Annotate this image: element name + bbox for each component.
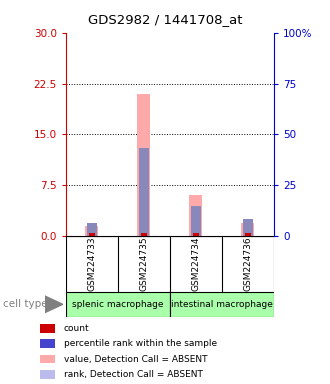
Bar [87,223,97,236]
Text: count: count [64,324,89,333]
Text: GSM224734: GSM224734 [191,237,200,291]
Text: cell type: cell type [3,299,48,310]
Bar [138,94,150,236]
Text: GDS2982 / 1441708_at: GDS2982 / 1441708_at [88,13,242,26]
Text: GSM224736: GSM224736 [244,237,252,291]
Bar [139,148,148,236]
Bar [243,219,252,236]
Bar [66,292,170,317]
Bar [141,233,147,236]
Text: GSM224735: GSM224735 [140,237,148,291]
Bar [40,324,55,333]
Text: splenic macrophage: splenic macrophage [72,300,164,309]
Bar [89,233,95,236]
Bar [170,292,274,317]
Bar [40,339,55,348]
Bar [193,233,199,236]
Text: intestinal macrophage: intestinal macrophage [171,300,273,309]
Bar [40,370,55,379]
Bar [85,226,98,236]
Text: percentile rank within the sample: percentile rank within the sample [64,339,217,348]
Bar [242,223,254,236]
Text: value, Detection Call = ABSENT: value, Detection Call = ABSENT [64,354,207,364]
Polygon shape [45,296,63,313]
Text: rank, Detection Call = ABSENT: rank, Detection Call = ABSENT [64,370,203,379]
Bar [40,355,55,363]
Bar [191,206,201,236]
Bar [189,195,202,236]
Text: GSM224733: GSM224733 [87,237,96,291]
Bar [245,233,250,236]
